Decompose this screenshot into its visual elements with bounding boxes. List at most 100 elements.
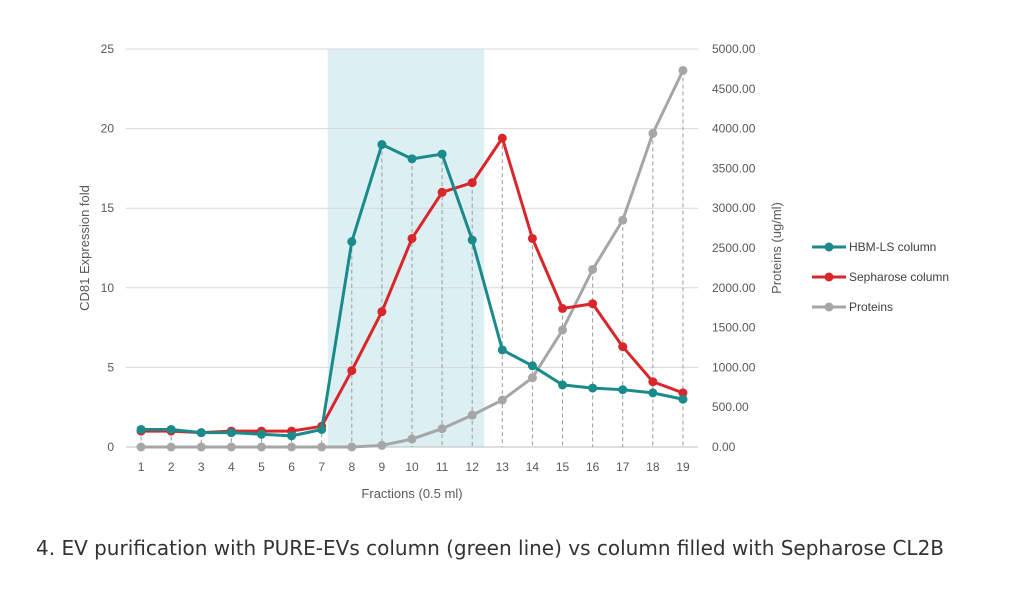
data-point bbox=[256, 442, 266, 452]
data-point bbox=[287, 442, 297, 452]
legend-marker bbox=[824, 302, 834, 312]
data-point bbox=[497, 345, 507, 355]
data-point bbox=[317, 442, 327, 452]
figure-caption: 4. EV purification with PURE-EVs column … bbox=[36, 536, 945, 560]
data-point bbox=[588, 383, 598, 393]
data-point bbox=[467, 235, 477, 245]
data-point bbox=[407, 154, 417, 164]
chart: 05101520250.00500.001000.001500.002000.0… bbox=[77, 42, 949, 501]
data-point bbox=[678, 394, 688, 404]
legend-marker bbox=[824, 272, 834, 282]
data-point bbox=[196, 428, 206, 438]
x-tick-label: 12 bbox=[466, 460, 480, 474]
data-point bbox=[618, 215, 628, 225]
highlight-band bbox=[327, 49, 485, 447]
data-point bbox=[377, 140, 387, 150]
y2-tick-label: 4500.00 bbox=[712, 82, 756, 96]
y-axis-title: CD81 Expression fold bbox=[77, 185, 92, 311]
data-point bbox=[558, 303, 568, 313]
series-proteins bbox=[136, 65, 688, 452]
data-point bbox=[648, 377, 658, 387]
y2-tick-label: 4000.00 bbox=[712, 122, 756, 136]
y-tick-label: 20 bbox=[101, 122, 115, 136]
y2-tick-label: 1000.00 bbox=[712, 360, 756, 374]
x-tick-label: 7 bbox=[318, 460, 325, 474]
data-point bbox=[166, 424, 176, 434]
data-point bbox=[618, 385, 628, 395]
y-tick-label: 10 bbox=[101, 281, 115, 295]
data-point bbox=[437, 187, 447, 197]
data-point bbox=[648, 128, 658, 138]
y2-tick-label: 2500.00 bbox=[712, 241, 756, 255]
x-axis-title: Fractions (0.5 ml) bbox=[361, 486, 462, 501]
data-point bbox=[648, 388, 658, 398]
x-tick-label: 10 bbox=[405, 460, 419, 474]
x-tick-label: 8 bbox=[348, 460, 355, 474]
y-tick-label: 5 bbox=[107, 360, 114, 374]
data-point bbox=[527, 373, 537, 383]
data-point bbox=[256, 429, 266, 439]
data-point bbox=[226, 428, 236, 438]
data-point bbox=[347, 366, 357, 376]
data-point bbox=[226, 442, 236, 452]
data-point bbox=[317, 424, 327, 434]
x-tick-label: 11 bbox=[436, 460, 449, 474]
data-point bbox=[136, 442, 146, 452]
data-point bbox=[678, 65, 688, 75]
y2-tick-label: 500.00 bbox=[712, 400, 749, 414]
x-tick-label: 14 bbox=[526, 460, 540, 474]
y2-tick-label: 0.00 bbox=[712, 440, 736, 454]
data-point bbox=[588, 299, 598, 309]
series-hbm-ls-column bbox=[136, 140, 688, 441]
data-point bbox=[347, 237, 357, 247]
y2-axis-title: Proteins (ug/ml) bbox=[769, 202, 784, 294]
data-point bbox=[558, 380, 568, 390]
data-point bbox=[407, 233, 417, 243]
x-tick-label: 16 bbox=[586, 460, 600, 474]
y-tick-label: 15 bbox=[101, 201, 115, 215]
data-point bbox=[527, 233, 537, 243]
data-point bbox=[407, 434, 417, 444]
y2-tick-label: 3000.00 bbox=[712, 201, 756, 215]
y-tick-label: 25 bbox=[101, 42, 115, 56]
legend: HBM-LS column Sepharose column Proteins bbox=[812, 240, 949, 314]
data-point bbox=[467, 178, 477, 188]
x-tick-label: 2 bbox=[168, 460, 175, 474]
data-point bbox=[377, 307, 387, 317]
y2-tick-label: 5000.00 bbox=[712, 42, 756, 56]
data-point bbox=[678, 388, 688, 398]
data-point bbox=[588, 264, 598, 274]
x-tick-label: 3 bbox=[198, 460, 205, 474]
data-point bbox=[166, 442, 176, 452]
data-point bbox=[136, 424, 146, 434]
legend-label: Sepharose column bbox=[849, 270, 949, 284]
y2-tick-label: 1500.00 bbox=[712, 321, 756, 335]
y2-tick-label: 3500.00 bbox=[712, 161, 756, 175]
data-point bbox=[467, 410, 477, 420]
data-point bbox=[287, 431, 297, 441]
legend-marker bbox=[824, 242, 834, 252]
data-point bbox=[347, 442, 357, 452]
x-tick-label: 4 bbox=[228, 460, 235, 474]
data-point bbox=[377, 440, 387, 450]
x-tick-label: 9 bbox=[379, 460, 386, 474]
x-tick-label: 13 bbox=[496, 460, 510, 474]
y2-tick-label: 2000.00 bbox=[712, 281, 756, 295]
data-point bbox=[618, 342, 628, 352]
data-point bbox=[527, 361, 537, 371]
data-point bbox=[497, 395, 507, 405]
data-point bbox=[437, 149, 447, 159]
legend-label: Proteins bbox=[849, 300, 893, 314]
x-tick-label: 19 bbox=[676, 460, 690, 474]
x-tick-label: 5 bbox=[258, 460, 265, 474]
x-tick-label: 15 bbox=[556, 460, 570, 474]
data-point bbox=[497, 133, 507, 143]
x-tick-label: 6 bbox=[288, 460, 295, 474]
data-point bbox=[437, 424, 447, 434]
y-tick-label: 0 bbox=[107, 440, 114, 454]
x-tick-label: 17 bbox=[616, 460, 630, 474]
data-point bbox=[558, 325, 568, 335]
legend-label: HBM-LS column bbox=[849, 240, 936, 254]
x-tick-label: 1 bbox=[138, 460, 145, 474]
x-tick-label: 18 bbox=[646, 460, 660, 474]
